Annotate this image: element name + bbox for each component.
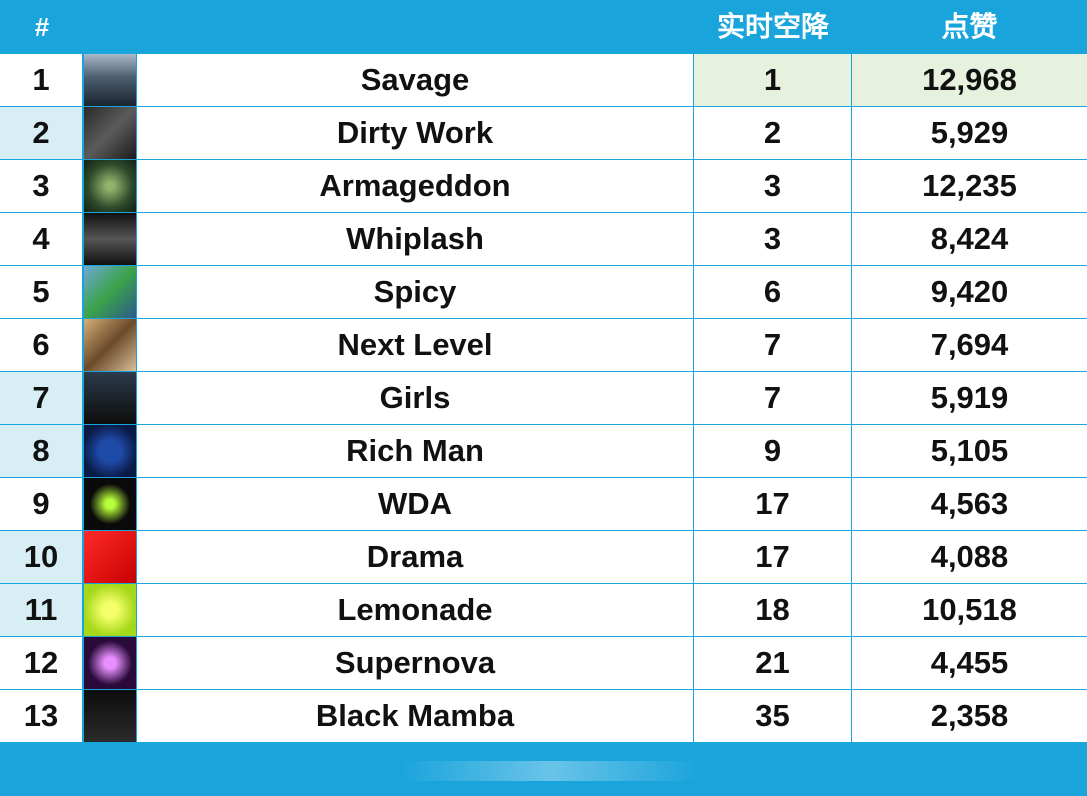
drop-cell: 18 (694, 584, 851, 637)
table-row: 4 Whiplash 3 8,424 (0, 213, 1087, 266)
table-row: 2 Dirty Work 2 5,929 (0, 107, 1087, 160)
rank-cell: 2 (0, 107, 82, 160)
table-row: 5 Spicy 6 9,420 (0, 266, 1087, 319)
cover-cell (84, 478, 136, 531)
rank-cell: 4 (0, 213, 82, 266)
table-row: 10 Drama 17 4,088 (0, 531, 1087, 584)
cover-cell (84, 319, 136, 372)
song-title: Spicy (137, 266, 693, 319)
watermark (400, 761, 700, 781)
likes-cell: 12,235 (852, 160, 1087, 213)
header-likes: 点赞 (941, 10, 998, 43)
cover-cell (84, 372, 136, 425)
rank-cell: 10 (0, 531, 82, 584)
lemonade-cover-icon (84, 584, 136, 636)
cover-cell (84, 160, 136, 213)
song-title: Supernova (137, 637, 693, 690)
cover-cell (84, 531, 136, 584)
black-mamba-cover-icon (84, 690, 136, 742)
table-row: 13 Black Mamba 35 2,358 (0, 690, 1087, 743)
likes-cell: 9,420 (852, 266, 1087, 319)
drop-cell: 7 (694, 372, 851, 425)
dirty-work-cover-icon (84, 107, 136, 159)
likes-cell: 4,088 (852, 531, 1087, 584)
rich-man-cover-icon (84, 425, 136, 477)
drop-cell: 3 (694, 160, 851, 213)
song-title: Dirty Work (137, 107, 693, 160)
rank-cell: 5 (0, 266, 82, 319)
header-drop: 实时空降 (716, 10, 829, 43)
rank-cell: 6 (0, 319, 82, 372)
armageddon-cover-icon (84, 160, 136, 212)
header-rank: # (34, 12, 50, 42)
cover-cell (84, 690, 136, 743)
drop-cell: 9 (694, 425, 851, 478)
drop-cell: 2 (694, 107, 851, 160)
song-title: Savage (137, 54, 693, 107)
table-row: 12 Supernova 21 4,455 (0, 637, 1087, 690)
table-row: 9 WDA 17 4,563 (0, 478, 1087, 531)
likes-cell: 5,105 (852, 425, 1087, 478)
whiplash-cover-icon (84, 213, 136, 265)
table-row: 7 Girls 7 5,919 (0, 372, 1087, 425)
rank-cell: 13 (0, 690, 82, 743)
song-title: Rich Man (137, 425, 693, 478)
table-row: 11 Lemonade 18 10,518 (0, 584, 1087, 637)
song-title: Next Level (137, 319, 693, 372)
likes-cell: 4,563 (852, 478, 1087, 531)
rank-cell: 11 (0, 584, 82, 637)
drop-cell: 21 (694, 637, 851, 690)
cover-cell (84, 213, 136, 266)
rank-cell: 3 (0, 160, 82, 213)
rank-cell: 12 (0, 637, 82, 690)
song-title: Girls (137, 372, 693, 425)
spicy-cover-icon (84, 266, 136, 318)
footer-bar (0, 743, 1087, 796)
wda-cover-icon (84, 478, 136, 530)
cover-cell (84, 54, 136, 107)
likes-cell: 4,455 (852, 637, 1087, 690)
likes-cell: 10,518 (852, 584, 1087, 637)
drop-cell: 17 (694, 478, 851, 531)
likes-cell: 8,424 (852, 213, 1087, 266)
cover-cell (84, 637, 136, 690)
drop-cell: 3 (694, 213, 851, 266)
cover-cell (84, 107, 136, 160)
drama-cover-icon (84, 531, 136, 583)
drop-cell: 1 (694, 54, 851, 107)
girls-cover-icon (84, 372, 136, 424)
song-title: Drama (137, 531, 693, 584)
likes-cell: 12,968 (852, 54, 1087, 107)
cover-cell (84, 584, 136, 637)
next-level-cover-icon (84, 319, 136, 371)
song-title: Black Mamba (137, 690, 693, 743)
supernova-cover-icon (84, 637, 136, 689)
savage-cover-icon (84, 54, 136, 106)
drop-cell: 7 (694, 319, 851, 372)
table-header: # 实时空降 点赞 (0, 0, 1087, 54)
rank-cell: 9 (0, 478, 82, 531)
cover-cell (84, 266, 136, 319)
song-title: Armageddon (137, 160, 693, 213)
likes-cell: 5,929 (852, 107, 1087, 160)
song-title: Lemonade (137, 584, 693, 637)
drop-cell: 17 (694, 531, 851, 584)
song-title: WDA (137, 478, 693, 531)
drop-cell: 6 (694, 266, 851, 319)
rank-cell: 1 (0, 54, 82, 107)
table-row: 6 Next Level 7 7,694 (0, 319, 1087, 372)
song-title: Whiplash (137, 213, 693, 266)
likes-cell: 2,358 (852, 690, 1087, 743)
rank-cell: 7 (0, 372, 82, 425)
drop-cell: 35 (694, 690, 851, 743)
table-row: 1 Savage 1 12,968 (0, 54, 1087, 107)
rank-cell: 8 (0, 425, 82, 478)
table-row: 3 Armageddon 3 12,235 (0, 160, 1087, 213)
cover-cell (84, 425, 136, 478)
table-row: 8 Rich Man 9 5,105 (0, 425, 1087, 478)
likes-cell: 5,919 (852, 372, 1087, 425)
likes-cell: 7,694 (852, 319, 1087, 372)
